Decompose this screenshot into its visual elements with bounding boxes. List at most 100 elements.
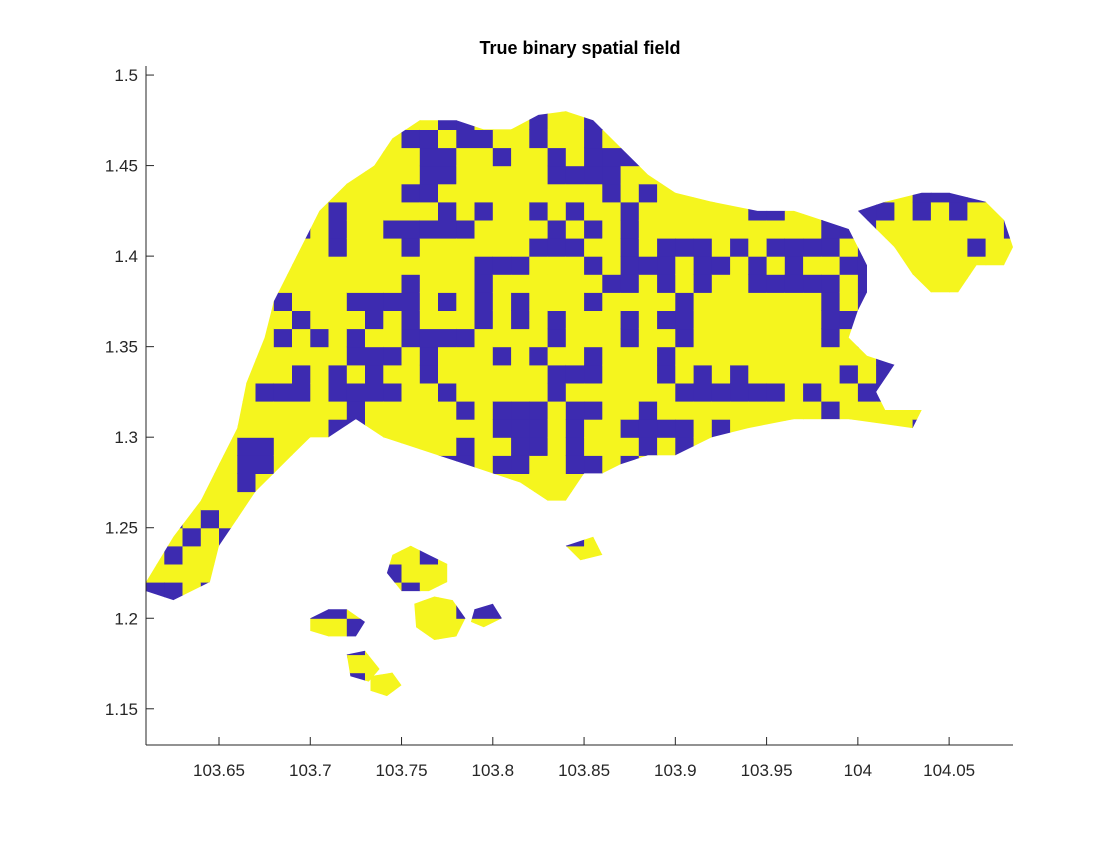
- field-cell: [730, 401, 749, 420]
- field-cell: [383, 183, 403, 203]
- field-cell: [383, 346, 403, 366]
- field-cell: [328, 346, 348, 366]
- field-cell: [456, 437, 476, 456]
- field-cell: [255, 437, 275, 456]
- field-cell: [511, 382, 530, 402]
- field-cell: [547, 111, 567, 130]
- y-tick-label: 1.3: [114, 428, 138, 447]
- field-cell: [620, 419, 640, 438]
- field-cell: [693, 219, 713, 239]
- field-cell: [474, 165, 494, 185]
- field-cell: [1003, 238, 1013, 257]
- field-cell: [565, 111, 585, 130]
- field-cell: [237, 401, 257, 420]
- field-cell: [912, 238, 932, 257]
- field-cell: [894, 238, 914, 257]
- field-cell: [438, 382, 457, 402]
- field-cell: [255, 455, 275, 474]
- field-cell: [456, 419, 476, 438]
- field-cell: [693, 274, 713, 293]
- field-cell: [620, 292, 640, 311]
- field-cell: [565, 147, 585, 167]
- field-cell: [602, 328, 622, 348]
- x-tick-label: 103.7: [289, 761, 332, 780]
- field-cell: [182, 563, 202, 583]
- field-cell: [657, 437, 676, 456]
- field-cell: [328, 328, 348, 348]
- field-cell: [602, 147, 622, 167]
- field-cell: [438, 238, 457, 257]
- field-cell: [547, 256, 567, 275]
- field-cell: [748, 346, 768, 366]
- field-cell: [164, 563, 184, 583]
- field-cell: [675, 310, 695, 330]
- field-cell: [529, 201, 549, 221]
- field-cell: [474, 419, 494, 438]
- field-cell: [346, 274, 366, 293]
- field-cell: [292, 256, 311, 275]
- field-cell: [182, 527, 202, 547]
- field-cell: [365, 346, 384, 366]
- field-cell: [657, 419, 676, 438]
- field-cell: [584, 129, 603, 149]
- field-cell: [365, 256, 384, 275]
- field-cell: [748, 238, 768, 257]
- field-cell: [547, 310, 567, 330]
- field-cell: [602, 292, 622, 311]
- field-cell: [803, 401, 822, 420]
- field-cell: [401, 256, 421, 275]
- field-cell: [383, 256, 403, 275]
- field-cell: [346, 364, 366, 384]
- field-cell: [401, 563, 421, 583]
- field-cell: [310, 419, 330, 438]
- field-cell: [401, 274, 421, 293]
- field-cell: [657, 328, 676, 348]
- field-cell: [529, 455, 549, 474]
- field-cell: [602, 401, 622, 420]
- field-cell: [365, 364, 384, 384]
- field-cell: [401, 238, 421, 257]
- field-cell: [638, 401, 658, 420]
- y-tick-label: 1.4: [114, 247, 138, 266]
- x-tick-label: 104: [844, 761, 872, 780]
- x-tick-label: 103.9: [654, 761, 697, 780]
- field-cell: [657, 201, 676, 221]
- field-cell: [584, 183, 603, 203]
- field-cell: [730, 219, 749, 239]
- field-cell: [711, 238, 731, 257]
- field-cell: [748, 364, 768, 384]
- field-cell: [401, 201, 421, 221]
- field-cell: [401, 310, 421, 330]
- field-cell: [401, 165, 421, 185]
- field-cell: [657, 401, 676, 420]
- field-cell: [711, 419, 731, 438]
- field-cell: [456, 328, 476, 348]
- field-cell: [419, 292, 439, 311]
- field-cell: [730, 346, 749, 366]
- field-cell: [675, 274, 695, 293]
- field-cell: [511, 310, 530, 330]
- field-cell: [383, 382, 403, 402]
- field-cell: [547, 419, 567, 438]
- field-cell: [328, 618, 348, 637]
- field-cell: [401, 545, 421, 565]
- field-cell: [602, 219, 622, 239]
- field-cell: [584, 292, 603, 311]
- field-cell: [638, 238, 658, 257]
- field-cell: [912, 201, 932, 221]
- field-cell: [547, 346, 567, 366]
- field-cell: [529, 364, 549, 384]
- field-cell: [438, 419, 457, 438]
- field-cell: [565, 183, 585, 203]
- field-cell: [292, 310, 311, 330]
- field-cell: [292, 292, 311, 311]
- field-cell: [620, 219, 640, 239]
- field-cell: [237, 455, 257, 474]
- field-cell: [638, 328, 658, 348]
- field-cell: [784, 310, 804, 330]
- field-cell: [565, 129, 585, 149]
- field-cell: [529, 256, 549, 275]
- field-cell: [474, 219, 494, 239]
- field-cell: [219, 473, 238, 493]
- field-cell: [511, 129, 530, 149]
